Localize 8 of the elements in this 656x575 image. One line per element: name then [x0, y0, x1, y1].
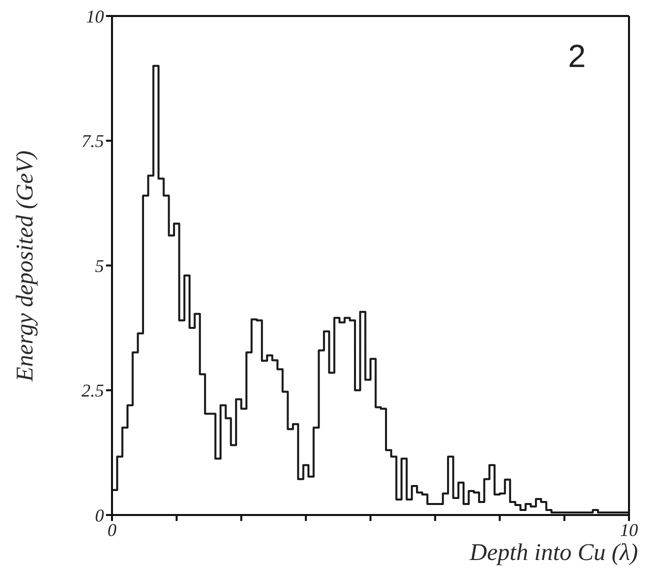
y-tick-label: 10	[86, 6, 104, 26]
y-tick-label: 5	[95, 256, 104, 276]
y-tick-label: 7.5	[82, 131, 104, 152]
annotation: 2	[568, 38, 586, 75]
x-axis-title: Depth into Cu (λ)	[470, 540, 638, 567]
y-tick-label: 2.5	[82, 380, 104, 401]
y-axis-title: Energy deposited (GeV)	[12, 150, 40, 382]
y-tick-label: 0	[95, 505, 104, 526]
